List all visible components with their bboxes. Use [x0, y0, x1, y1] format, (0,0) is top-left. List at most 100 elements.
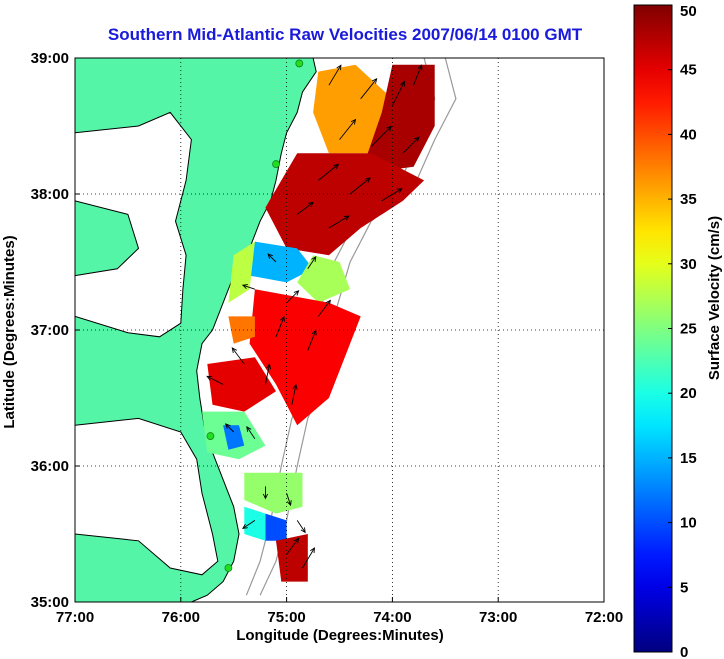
velocity-vector: [328, 215, 350, 229]
station-marker: [272, 160, 280, 168]
vector-arrowhead: [311, 255, 317, 262]
map-layers: [75, 58, 604, 602]
vector-arrowhead: [241, 523, 248, 529]
vector-arrowhead: [246, 425, 252, 432]
x-tick-label: 75:00: [267, 609, 305, 626]
vector-arrowhead: [310, 547, 316, 554]
vector-arrowhead: [336, 64, 342, 71]
vector-arrowhead: [267, 253, 273, 259]
inland-water: [75, 417, 219, 576]
velocity-vector: [242, 284, 256, 290]
x-tick-label: 72:00: [585, 609, 623, 626]
x-tick-label: 74:00: [373, 609, 411, 626]
velocity-vector: [302, 547, 315, 569]
velocity-vector: [264, 364, 270, 385]
velocity-patch: [223, 425, 245, 450]
vector-arrowhead: [333, 163, 340, 170]
colorbar-tick-label: 40: [680, 126, 697, 143]
colorbar-tick-label: 15: [680, 450, 697, 467]
colorbar: 0 5 10 15 20 25 30 35 40 45 50: [633, 3, 697, 659]
velocity-patch: [297, 255, 351, 303]
vector-arrowhead: [400, 80, 405, 87]
station-marker: [224, 564, 233, 572]
vector-arrowhead: [280, 315, 285, 322]
x-tick-label: 77:00: [56, 609, 94, 626]
vector-arrowhead: [286, 500, 292, 507]
velocity-patch: [244, 472, 303, 514]
velocity-patch: [276, 534, 308, 582]
y-axis-ticks: 35:00 36:00 37:00 38:00 39:00: [31, 50, 80, 611]
vector-arrowhead: [262, 493, 269, 500]
velocity-patch: [228, 241, 255, 303]
y-tick-label: 37:00: [31, 322, 69, 339]
colorbar-label: Surface Velocity (cm/s): [706, 216, 723, 380]
velocity-vector: [360, 78, 378, 100]
x-axis-label: Longitude (Degrees:Minutes): [236, 627, 444, 644]
vector-arrowhead: [293, 290, 300, 296]
x-tick-label: 73:00: [479, 609, 517, 626]
velocity-vector: [307, 330, 317, 351]
velocity-vector: [246, 426, 256, 440]
colorbar-tick-label: 0: [680, 644, 688, 659]
y-tick-label: 39:00: [31, 50, 69, 67]
velocity-patch: [265, 513, 287, 541]
vector-arrowhead: [241, 284, 248, 290]
colorbar-tick-label: 35: [680, 191, 697, 208]
velocity-vector: [286, 290, 299, 304]
y-tick-label: 35:00: [31, 594, 69, 611]
vector-arrowhead: [417, 64, 423, 71]
velocity-vector: [275, 316, 285, 337]
velocity-vector: [349, 177, 371, 195]
velocity-vector: [267, 253, 277, 263]
colorbar-tick-label: 30: [680, 256, 697, 273]
colorbar-tick-label: 25: [680, 321, 697, 338]
vector-arrowhead: [300, 527, 306, 534]
velocity-patch: [249, 289, 361, 426]
colorbar-tick-label: 5: [680, 579, 688, 596]
vector-arrowhead: [292, 383, 298, 390]
velocity-vector: [339, 119, 356, 140]
velocity-patch: [207, 357, 276, 412]
velocity-vector: [391, 81, 405, 106]
y-axis-label: Latitude (Degrees:Minutes): [1, 235, 18, 428]
velocity-vector: [286, 493, 292, 506]
x-axis-ticks: 77:00 76:00 75:00 74:00 73:00 72:00: [56, 597, 623, 626]
colorbar-tick-label: 20: [680, 385, 697, 402]
station-marker: [295, 59, 304, 68]
y-tick-label: 36:00: [31, 458, 69, 475]
velocity-vector: [296, 202, 314, 215]
velocity-vector: [291, 384, 297, 405]
velocity-vector: [225, 423, 235, 433]
vector-arrowhead: [350, 118, 357, 125]
vector-arrowhead: [325, 299, 331, 306]
velocity-patch: [228, 316, 255, 344]
velocity-vector: [402, 136, 420, 154]
velocity-patch: [244, 506, 266, 541]
velocity-vector: [242, 520, 256, 529]
colorbar-gradient: [633, 4, 673, 653]
vector-arrowhead: [371, 77, 378, 84]
vector-arrowhead: [365, 177, 371, 183]
station-marker: [206, 432, 215, 440]
velocity-patch: [360, 64, 435, 174]
inland-water: [75, 111, 192, 338]
velocity-vector: [307, 256, 317, 270]
map-area: [74, 57, 605, 603]
velocity-vector: [318, 164, 339, 181]
vector-arrowhead: [386, 125, 392, 132]
x-tick-label: 76:00: [162, 609, 200, 626]
vector-arrowhead: [396, 188, 403, 194]
y-tick-label: 38:00: [31, 186, 69, 203]
velocity-vector: [381, 188, 403, 202]
colorbar-tick-label: 50: [680, 3, 697, 20]
colorbar-tick-label: 45: [680, 62, 697, 79]
velocity-vector: [370, 126, 392, 147]
vector-arrowhead: [293, 537, 300, 544]
vector-arrowhead: [266, 363, 272, 370]
velocity-vector: [231, 347, 245, 365]
velocity-vector: [413, 65, 422, 86]
vector-arrowhead: [414, 136, 420, 143]
velocity-patch: [313, 64, 393, 154]
velocity-patch: [265, 153, 425, 256]
